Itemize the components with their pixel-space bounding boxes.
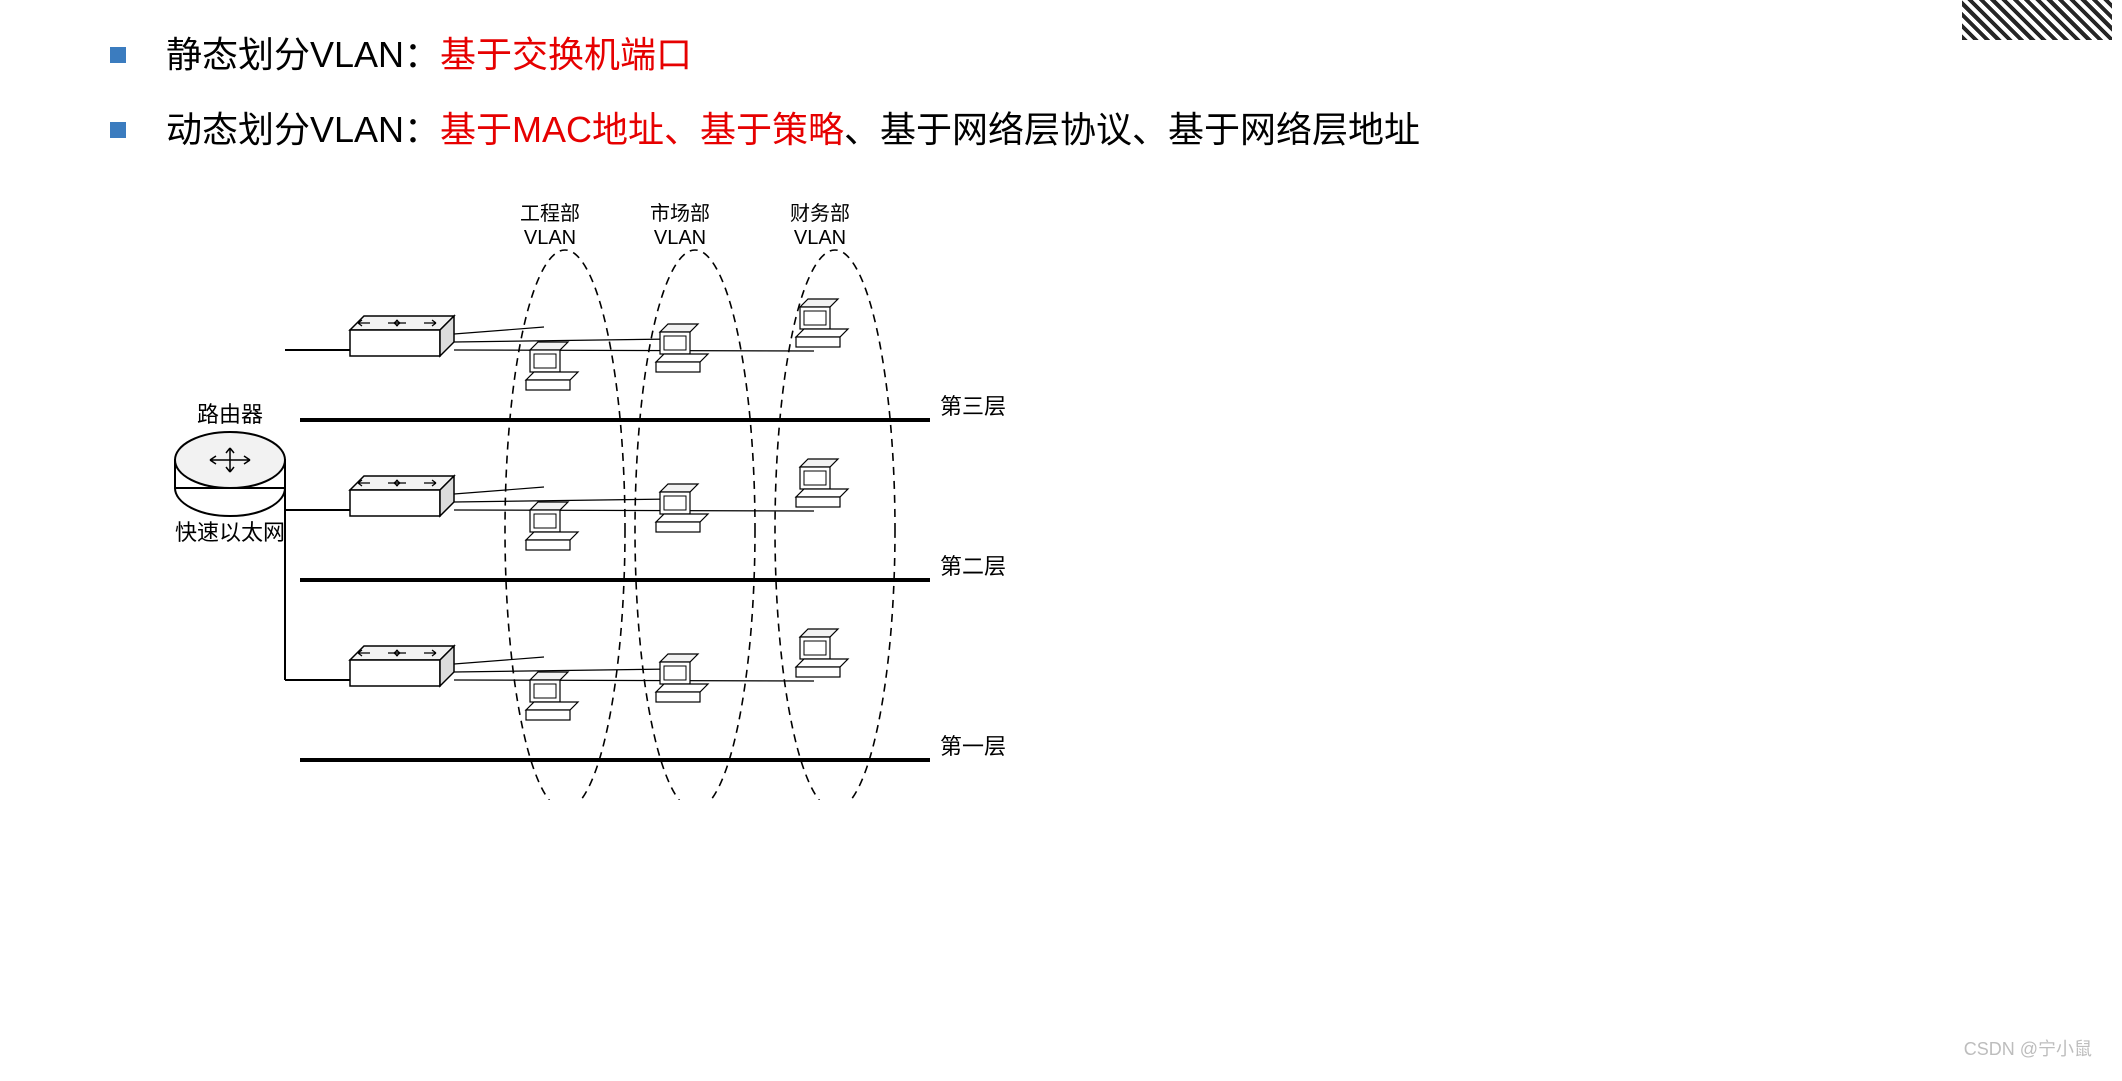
svg-text:工程部: 工程部 — [520, 202, 580, 225]
watermark: CSDN @宁小鼠 — [1964, 1035, 2092, 1061]
vlan-diagram: 第三层第二层第一层路由器快速以太网工程部VLAN市场部VLAN财务部VLAN — [170, 200, 1070, 800]
bullet-1-label: 静态划分VLAN： — [166, 30, 440, 80]
bullet-2-tail: 、基于网络层协议、基于网络层地址 — [844, 105, 1420, 155]
bullet-row-2: 动态划分VLAN： 基于MAC地址、基于策略 、基于网络层协议、基于网络层地址 — [110, 105, 1420, 155]
svg-text:第二层: 第二层 — [940, 554, 1006, 579]
svg-text:第三层: 第三层 — [940, 394, 1006, 419]
svg-text:VLAN: VLAN — [794, 227, 846, 249]
bullet-icon — [110, 122, 126, 138]
svg-text:VLAN: VLAN — [654, 227, 706, 249]
svg-text:VLAN: VLAN — [524, 227, 576, 249]
bullet-2-red: 基于MAC地址、基于策略 — [440, 105, 844, 155]
bullet-2-label: 动态划分VLAN： — [166, 105, 440, 155]
svg-text:财务部: 财务部 — [790, 202, 850, 225]
bullet-1-red: 基于交换机端口 — [440, 30, 692, 80]
qr-code-fragment — [1962, 0, 2112, 40]
svg-text:第一层: 第一层 — [940, 734, 1006, 759]
svg-text:快速以太网: 快速以太网 — [175, 520, 285, 545]
svg-text:路由器: 路由器 — [197, 402, 263, 427]
bullet-icon — [110, 47, 126, 63]
svg-text:市场部: 市场部 — [650, 202, 710, 225]
bullet-row-1: 静态划分VLAN： 基于交换机端口 — [110, 30, 692, 80]
